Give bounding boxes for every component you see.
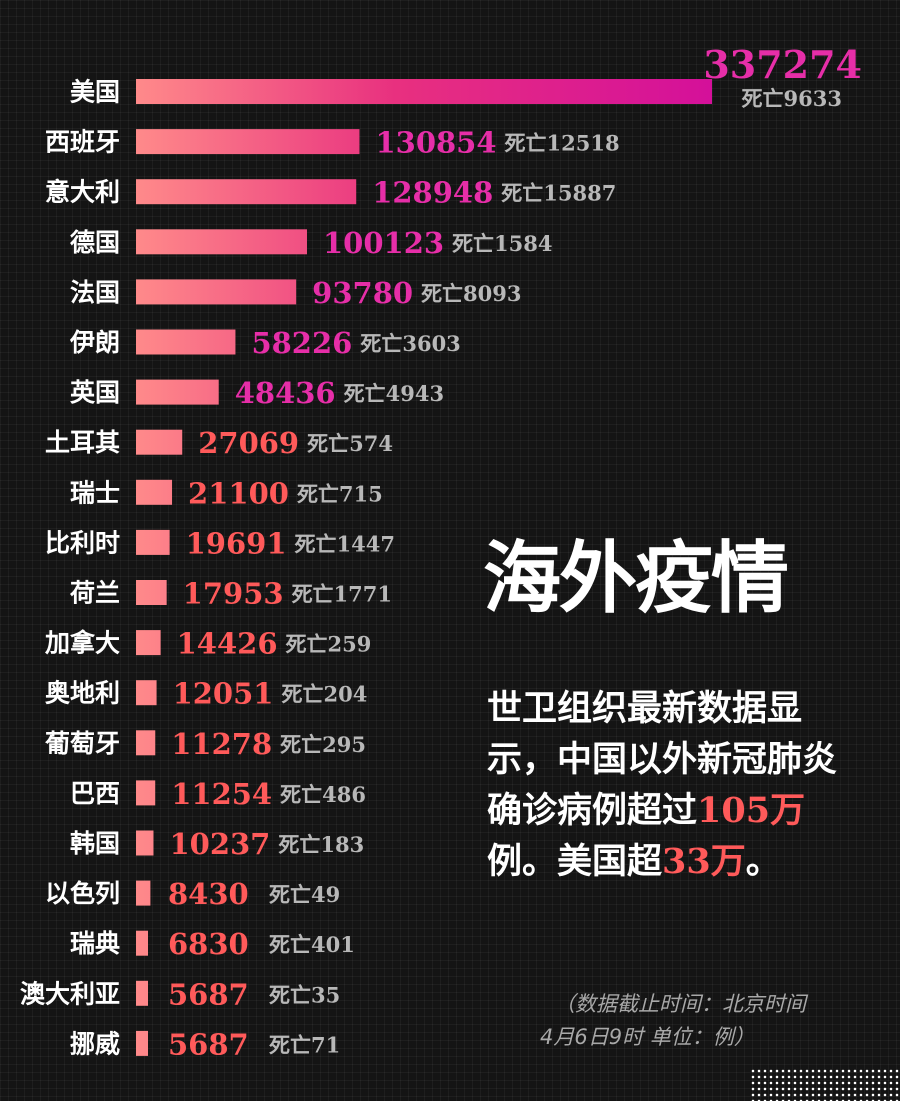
value-label: 93780 xyxy=(312,276,413,310)
bar xyxy=(136,880,151,906)
death-label: 死亡9633 xyxy=(742,86,842,111)
death-label: 死亡4943 xyxy=(344,381,444,406)
death-label: 死亡1447 xyxy=(295,531,395,556)
data-note-line1: （数据截止时间：北京时间 xyxy=(554,992,806,1016)
country-label: 西班牙 xyxy=(45,128,120,157)
country-label: 土耳其 xyxy=(45,428,120,457)
value-label: 19691 xyxy=(186,526,287,560)
country-label: 澳大利亚 xyxy=(20,979,120,1008)
death-label: 死亡259 xyxy=(286,632,372,657)
country-label: 加拿大 xyxy=(44,629,120,658)
country-label: 德国 xyxy=(70,228,120,257)
value-label: 5687 xyxy=(168,1027,249,1061)
bar xyxy=(136,79,712,104)
value-label: 11278 xyxy=(171,727,272,761)
country-label: 挪威 xyxy=(70,1029,120,1058)
bar xyxy=(136,479,173,505)
death-label: 死亡401 xyxy=(269,932,355,957)
value-label: 48436 xyxy=(235,376,336,410)
country-label: 葡萄牙 xyxy=(44,729,120,758)
death-label: 死亡1771 xyxy=(292,582,392,607)
bar xyxy=(136,830,154,856)
death-label: 死亡3603 xyxy=(360,331,460,356)
value-label: 14426 xyxy=(177,627,278,661)
death-label: 死亡49 xyxy=(269,882,340,907)
country-label: 英国 xyxy=(70,378,120,407)
death-label: 死亡295 xyxy=(280,732,366,757)
country-label: 法国 xyxy=(70,278,120,307)
value-label: 6830 xyxy=(168,927,249,961)
value-label: 21100 xyxy=(188,476,289,510)
summary-part4: 。 xyxy=(745,841,781,882)
value-label: 100123 xyxy=(323,226,444,260)
value-label: 128948 xyxy=(372,176,493,210)
dot-pattern-decoration xyxy=(750,1068,900,1101)
country-label: 韩国 xyxy=(70,829,120,858)
value-label: 5687 xyxy=(168,977,249,1011)
summary-unit-wan: 万 xyxy=(770,790,806,831)
bar xyxy=(136,1030,148,1056)
death-label: 死亡1584 xyxy=(452,231,552,256)
bar xyxy=(136,179,357,205)
data-note-line2: 4月6日9时 单位：例） xyxy=(540,1025,755,1049)
death-label: 死亡15887 xyxy=(501,181,616,206)
bar xyxy=(136,680,157,706)
data-note: （数据截止时间：北京时间 4月6日9时 单位：例） xyxy=(540,988,870,1054)
bar xyxy=(136,780,156,806)
bar xyxy=(136,580,167,605)
death-label: 死亡8093 xyxy=(421,281,521,306)
value-label: 337274 xyxy=(703,42,862,87)
country-label: 意大利 xyxy=(45,178,120,207)
bar xyxy=(136,429,183,455)
death-label: 死亡204 xyxy=(281,682,367,707)
bar xyxy=(136,129,360,155)
bar xyxy=(136,529,170,555)
country-label: 瑞典 xyxy=(70,929,120,958)
summary-part1: 世卫组织最新数据显示，中国以外新冠肺炎确诊病例超过 xyxy=(487,688,838,831)
death-label: 死亡715 xyxy=(297,481,383,506)
country-label: 比利时 xyxy=(45,528,120,557)
country-label: 奥地利 xyxy=(45,679,120,708)
country-label: 巴西 xyxy=(70,779,120,808)
summary-part3: 例。美国超 xyxy=(487,841,663,882)
death-label: 死亡183 xyxy=(278,832,364,857)
country-label: 荷兰 xyxy=(70,579,120,608)
bar xyxy=(136,730,156,756)
summary-text: 世卫组织最新数据显示，中国以外新冠肺炎确诊病例超过105万例。美国超33万。 xyxy=(487,683,857,887)
bar xyxy=(136,229,307,255)
bar xyxy=(136,630,161,656)
bar xyxy=(136,930,148,956)
country-label: 美国 xyxy=(70,78,120,107)
value-label: 11254 xyxy=(171,777,272,811)
summary-number-105: 105 xyxy=(697,790,771,831)
value-label: 10237 xyxy=(169,827,270,861)
value-label: 17953 xyxy=(183,577,284,611)
bar xyxy=(136,980,148,1006)
value-label: 130854 xyxy=(375,126,496,160)
headline: 海外疫情 xyxy=(483,534,789,624)
death-label: 死亡574 xyxy=(307,431,393,456)
value-label: 27069 xyxy=(198,426,299,460)
death-label: 死亡486 xyxy=(280,782,366,807)
value-label: 12051 xyxy=(173,677,274,711)
death-label: 死亡12518 xyxy=(505,131,620,156)
death-label: 死亡35 xyxy=(269,982,340,1007)
country-label: 瑞士 xyxy=(70,478,120,507)
death-label: 死亡71 xyxy=(269,1032,340,1057)
country-label: 以色列 xyxy=(45,879,120,908)
summary-number-33wan: 33万 xyxy=(662,841,746,882)
bar xyxy=(136,279,297,305)
bar xyxy=(136,329,236,355)
value-label: 8430 xyxy=(168,877,249,911)
value-label: 58226 xyxy=(251,326,352,360)
bar xyxy=(136,379,219,405)
country-label: 伊朗 xyxy=(69,328,120,357)
